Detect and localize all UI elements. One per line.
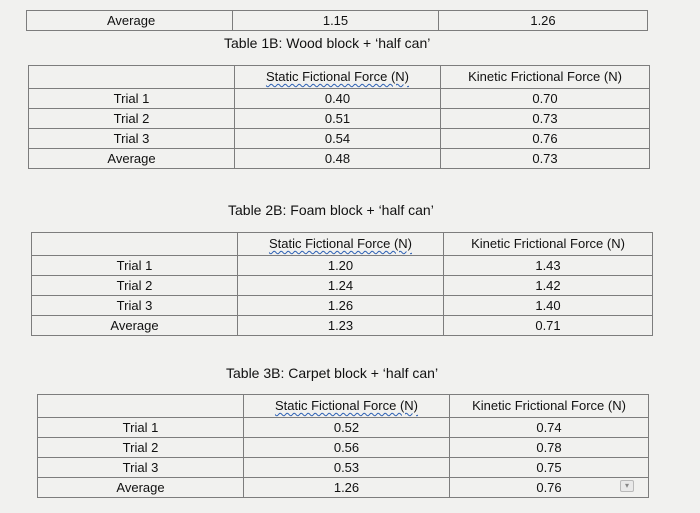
table-header-row: Static Fictional Force (N) Kinetic Frict… (31, 232, 653, 256)
row-label: Trial 3 (31, 295, 238, 316)
row-label: Trial 2 (31, 275, 238, 296)
row-label: Trial 3 (28, 128, 235, 149)
table-row: Trial 3 0.54 0.76 (28, 128, 650, 149)
table-row: Trial 3 1.26 1.40 (31, 295, 653, 316)
kinetic-value: 0.75 (449, 457, 649, 478)
header-blank (37, 394, 244, 418)
row-label: Average (26, 10, 233, 31)
row-label: Trial 1 (37, 417, 244, 438)
static-value: 0.48 (234, 148, 441, 169)
kinetic-value: 0.76 (440, 128, 650, 149)
row-label: Trial 1 (31, 255, 238, 276)
static-value: 1.26 (243, 477, 450, 498)
chevron-down-icon[interactable]: ▾ (620, 480, 634, 492)
table-row: Trial 2 0.56 0.78 (37, 437, 649, 458)
kinetic-value: 0.70 (440, 88, 650, 109)
row-label: Average (37, 477, 244, 498)
static-value: 0.52 (243, 417, 450, 438)
row-label: Average (28, 148, 235, 169)
row-label: Trial 1 (28, 88, 235, 109)
static-value: 0.56 (243, 437, 450, 458)
static-value: 0.53 (243, 457, 450, 478)
header-static: Static Fictional Force (N) (234, 65, 441, 89)
table-row: Trial 1 0.52 0.74 (37, 417, 649, 438)
table-row: Trial 1 1.20 1.43 (31, 255, 653, 276)
header-static: Static Fictional Force (N) (243, 394, 450, 418)
kinetic-value: 0.76 (449, 477, 649, 498)
header-kinetic: Kinetic Frictional Force (N) (449, 394, 649, 418)
table-row: Trial 1 0.40 0.70 (28, 88, 650, 109)
static-value: 1.24 (237, 275, 444, 296)
static-value: 1.23 (237, 315, 444, 336)
static-value: 0.40 (234, 88, 441, 109)
table-1b-caption: Table 1B: Wood block + ‘half can’ (224, 35, 431, 51)
table-row: Trial 3 0.53 0.75 (37, 457, 649, 478)
kinetic-value: 1.43 (443, 255, 653, 276)
kinetic-value: 1.26 (438, 10, 648, 31)
table-3b: Static Fictional Force (N) Kinetic Frict… (37, 394, 649, 498)
row-label: Trial 2 (28, 108, 235, 129)
kinetic-value: 0.73 (440, 148, 650, 169)
row-label: Trial 3 (37, 457, 244, 478)
table-row: Average 1.23 0.71 (31, 315, 653, 336)
kinetic-value: 0.74 (449, 417, 649, 438)
kinetic-value: 1.40 (443, 295, 653, 316)
row-label: Average (31, 315, 238, 336)
header-kinetic: Kinetic Frictional Force (N) (443, 232, 653, 256)
kinetic-value: 0.71 (443, 315, 653, 336)
kinetic-value: 1.42 (443, 275, 653, 296)
table-header-row: Static Fictional Force (N) Kinetic Frict… (28, 65, 650, 89)
header-kinetic: Kinetic Frictional Force (N) (440, 65, 650, 89)
table-row: Trial 2 1.24 1.42 (31, 275, 653, 296)
table-2b: Static Fictional Force (N) Kinetic Frict… (31, 232, 653, 336)
table-3b-caption: Table 3B: Carpet block + ‘half can’ (226, 365, 439, 381)
static-value: 1.26 (237, 295, 444, 316)
static-value: 1.20 (237, 255, 444, 276)
row-label: Trial 2 (37, 437, 244, 458)
kinetic-value: 0.73 (440, 108, 650, 129)
static-value: 0.54 (234, 128, 441, 149)
table-1b: Static Fictional Force (N) Kinetic Frict… (28, 65, 650, 169)
table-row: Average 1.26 0.76 (37, 477, 649, 498)
header-static: Static Fictional Force (N) (237, 232, 444, 256)
table-row: Trial 2 0.51 0.73 (28, 108, 650, 129)
table-row: Average 0.48 0.73 (28, 148, 650, 169)
header-blank (28, 65, 235, 89)
table-2b-caption: Table 2B: Foam block + ‘half can’ (228, 202, 434, 218)
header-blank (31, 232, 238, 256)
static-value: 1.15 (232, 10, 439, 31)
kinetic-value: 0.78 (449, 437, 649, 458)
static-value: 0.51 (234, 108, 441, 129)
previous-table-average-row: Average 1.15 1.26 (26, 10, 648, 31)
table-header-row: Static Fictional Force (N) Kinetic Frict… (37, 394, 649, 418)
table-row: Average 1.15 1.26 (26, 10, 648, 31)
